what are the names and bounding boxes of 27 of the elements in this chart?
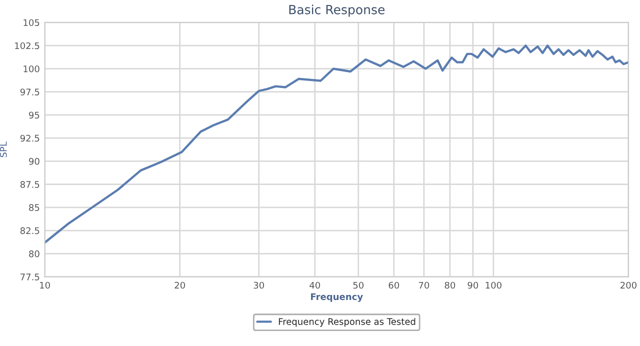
x-tick-label: 60 — [388, 282, 400, 289]
chart-title: Basic Response — [289, 4, 385, 17]
x-tick-label: 30 — [254, 282, 264, 289]
x-tick-label: 200 — [620, 282, 636, 289]
y-tick-label: 87.5 — [20, 181, 40, 188]
x-axis-title: Frequency — [311, 293, 363, 302]
x-tick-label: 40 — [310, 282, 320, 289]
x-tick-label: 100 — [486, 282, 502, 289]
y-tick-label: 92.5 — [20, 134, 40, 142]
x-tick-label: 50 — [353, 282, 364, 289]
y-tick-label: 80 — [29, 250, 40, 258]
y-tick-label: 82.5 — [20, 227, 40, 234]
y-tick-label: 85 — [29, 204, 40, 211]
legend-label: Frequency Response as Tested — [278, 318, 416, 327]
x-tick-label: 20 — [174, 282, 185, 289]
y-tick-label: 97.5 — [20, 88, 40, 96]
y-tick-label: 90 — [29, 158, 40, 165]
x-tick-label: 70 — [418, 282, 430, 289]
y-tick-label: 95 — [29, 112, 40, 119]
x-tick-label: 10 — [40, 282, 50, 289]
x-tick-label: 80 — [444, 282, 456, 289]
y-axis-title: SPL — [0, 142, 7, 158]
x-tick-label: 90 — [468, 282, 478, 289]
y-tick-label: 102.5 — [15, 42, 40, 50]
y-tick-label: 100 — [24, 65, 40, 72]
y-tick-label: 105 — [24, 19, 40, 26]
y-tick-label: 77.5 — [20, 274, 40, 280]
